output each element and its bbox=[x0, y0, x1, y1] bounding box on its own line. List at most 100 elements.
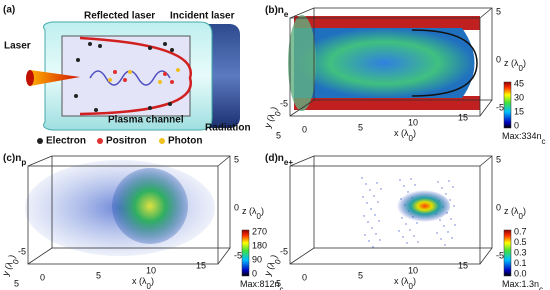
colorbar-max-part: c bbox=[539, 285, 543, 290]
legend-label: Electron bbox=[46, 136, 86, 147]
positrons bbox=[113, 70, 174, 84]
dot bbox=[451, 237, 453, 239]
dot bbox=[405, 223, 407, 225]
z-axis-label-part: 0 bbox=[257, 212, 262, 221]
channel-label: Plasma channel bbox=[108, 115, 184, 126]
z-axis-label-part: ) bbox=[523, 58, 526, 68]
box-edge bbox=[289, 247, 315, 265]
dot bbox=[377, 201, 379, 203]
z-tick-label: -5 bbox=[496, 102, 504, 112]
x-tick-label: 5 bbox=[358, 122, 363, 132]
panel-label-sub: e bbox=[284, 10, 289, 19]
x-tick-label: 15 bbox=[196, 260, 206, 270]
colorbar-tick-label: 0.0 bbox=[514, 268, 527, 278]
legend-marker bbox=[159, 138, 165, 144]
x-tick-label: 5 bbox=[96, 270, 101, 280]
dot bbox=[365, 183, 367, 185]
dot bbox=[398, 230, 400, 232]
y-axis-label: y (λ0) bbox=[263, 253, 284, 278]
z-tick-label: 5 bbox=[496, 6, 501, 16]
panel-label: (b)ne bbox=[265, 5, 289, 19]
dot bbox=[364, 234, 366, 236]
colorbar-max: Max:334nc bbox=[502, 131, 546, 145]
colorbar-max: Max:812nc bbox=[240, 279, 284, 290]
colorbar-tick-label: 90 bbox=[252, 254, 262, 264]
panel-label-sub: p bbox=[21, 158, 26, 167]
dot bbox=[444, 244, 446, 246]
y-axis-label: y (λ0) bbox=[263, 105, 284, 130]
y-axis-label-part: ) bbox=[269, 105, 279, 111]
y-tick-label: 5 bbox=[14, 278, 19, 288]
dot bbox=[379, 239, 381, 241]
dot bbox=[406, 242, 408, 244]
radiation-label: Radiation bbox=[205, 123, 251, 134]
x-tick-label: 10 bbox=[408, 117, 418, 127]
dot bbox=[453, 205, 455, 207]
density bbox=[394, 190, 450, 222]
box-edge bbox=[479, 99, 493, 117]
legend-marker bbox=[37, 138, 43, 144]
x-axis-label-part: ) bbox=[413, 128, 416, 138]
y-axis-label-part: y (λ bbox=[263, 112, 278, 130]
legend-label: Positron bbox=[106, 136, 147, 147]
x-axis-label-part: 0 bbox=[147, 282, 152, 290]
panel-label-part: (d)n bbox=[265, 153, 284, 164]
legend-marker bbox=[97, 138, 103, 144]
dot bbox=[416, 222, 418, 224]
box-back bbox=[313, 7, 493, 101]
x-axis-label-part: x (λ bbox=[394, 276, 409, 286]
dot bbox=[443, 225, 445, 227]
dot bbox=[452, 186, 454, 188]
y-axis-label-part: 0 bbox=[273, 110, 283, 118]
dot bbox=[409, 229, 411, 231]
panel-label: (d)ne+ bbox=[265, 153, 293, 167]
panel-label-part: (c)n bbox=[3, 153, 21, 164]
density bbox=[112, 168, 188, 244]
z-tick-label: -5 bbox=[496, 250, 504, 260]
x-axis-label: x (λ0) bbox=[394, 128, 416, 142]
dot bbox=[441, 187, 443, 189]
z-axis-label: z (λ0) bbox=[504, 58, 526, 72]
x-axis-label-part: x (λ bbox=[394, 128, 409, 138]
x-tick-label: 5 bbox=[358, 270, 363, 280]
z-axis-label-part: ) bbox=[523, 206, 526, 216]
dot bbox=[375, 233, 377, 235]
z-axis-label: z (λ0) bbox=[242, 206, 264, 220]
colorbar-max-part: Max:812n bbox=[240, 279, 280, 289]
dot bbox=[371, 227, 373, 229]
boundary bbox=[79, 36, 193, 116]
dot bbox=[414, 184, 416, 186]
y-tick-label: -5 bbox=[280, 98, 288, 108]
dot bbox=[417, 241, 419, 243]
x-axis-label: x (λ0) bbox=[132, 276, 154, 290]
colorbar-max-part: Max:334n bbox=[502, 131, 542, 141]
photons bbox=[108, 68, 180, 84]
colorbar-max: Max:1.3nc bbox=[502, 279, 543, 290]
dot bbox=[403, 185, 405, 187]
box-edge bbox=[217, 247, 231, 265]
panel-a: (a) Laser Reflected laser Incident laser… bbox=[3, 5, 251, 147]
y-axis-label-part: 0 bbox=[11, 258, 21, 266]
dot bbox=[368, 240, 370, 242]
x-axis-label-part: x (λ bbox=[132, 276, 147, 286]
y-axis-label-part: 0 bbox=[273, 258, 283, 266]
dot bbox=[445, 193, 447, 195]
x-tick-label: 10 bbox=[146, 265, 156, 275]
dot bbox=[367, 221, 369, 223]
y-tick-label: -5 bbox=[18, 246, 26, 256]
y-axis-label-part: ) bbox=[7, 253, 17, 259]
z-tick-label: 5 bbox=[234, 154, 239, 164]
dot bbox=[399, 179, 401, 181]
y-tick-label: 5 bbox=[276, 130, 281, 140]
z-tick-label: 0 bbox=[496, 202, 501, 212]
electrons bbox=[74, 42, 174, 112]
colorbar-tick-label: 0.1 bbox=[514, 258, 527, 268]
y-axis-label-part: ) bbox=[269, 253, 279, 259]
colorbar-tick-label: 0 bbox=[514, 120, 519, 130]
dot bbox=[437, 181, 439, 183]
box-edge bbox=[479, 155, 493, 167]
box-back bbox=[313, 155, 493, 249]
dot bbox=[372, 246, 374, 248]
panel-label: (a) bbox=[3, 5, 15, 16]
